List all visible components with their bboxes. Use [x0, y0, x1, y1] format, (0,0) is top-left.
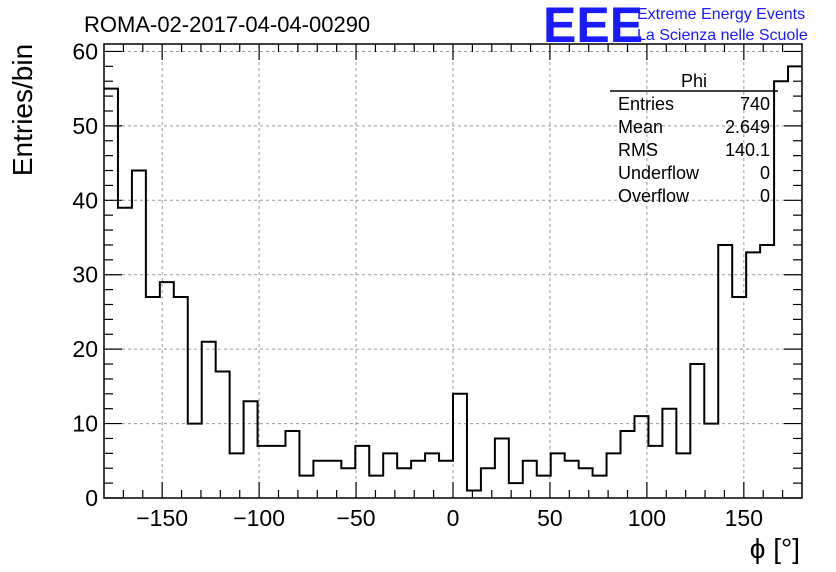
histogram-bin	[704, 424, 718, 498]
histogram-bin	[495, 438, 509, 498]
histogram-bin	[174, 297, 188, 498]
histogram-bin	[593, 476, 607, 498]
stats-value-underflow: 0	[760, 163, 770, 183]
histogram-bin	[690, 364, 704, 498]
histogram-bin	[132, 171, 146, 498]
y-tick-label: 60	[72, 38, 98, 64]
histogram-bin	[634, 416, 648, 498]
histogram-bin	[104, 89, 118, 498]
stats-value-mean: 2.649	[725, 117, 770, 137]
histogram-bin	[146, 297, 160, 498]
histogram-bins	[104, 66, 802, 498]
histogram-bin	[369, 476, 383, 498]
histogram-outline	[104, 65, 802, 492]
stats-value-entries: 740	[740, 94, 770, 114]
histogram-bin	[732, 297, 746, 498]
x-tick-label: 0	[447, 505, 460, 531]
stats-label-underflow: Underflow	[618, 163, 700, 183]
histogram-bin	[774, 81, 788, 498]
histogram-bin	[621, 431, 635, 498]
histogram-bin	[537, 476, 551, 498]
histogram-bin	[551, 453, 565, 498]
histogram-bin	[118, 208, 132, 498]
chart-title: ROMA-02-2017-04-04-00290	[84, 12, 370, 37]
histogram-bin	[662, 409, 676, 498]
histogram-bin	[467, 491, 481, 498]
histogram-bin	[355, 446, 369, 498]
x-tick-label: −150	[136, 505, 188, 531]
histogram-bin	[299, 476, 313, 498]
histogram-bin	[285, 431, 299, 498]
histogram-bin	[258, 446, 272, 498]
stats-box: Phi Entries 740 Mean 2.649 RMS 140.1 Und…	[610, 71, 778, 206]
plot-frame	[103, 43, 803, 499]
x-tick-label: −50	[337, 505, 376, 531]
histogram-bin	[676, 453, 690, 498]
histogram-bin	[188, 424, 202, 498]
y-tick-label: 0	[85, 485, 98, 511]
stats-title: Phi	[681, 71, 707, 91]
stats-label-overflow: Overflow	[618, 186, 690, 206]
histogram-bin	[788, 66, 802, 498]
y-tick-label: 40	[72, 187, 98, 213]
histogram-bin	[216, 371, 230, 498]
histogram-bin	[746, 252, 760, 498]
histogram-bin	[160, 282, 174, 498]
histogram-bin	[579, 468, 593, 498]
histogram-bin	[313, 461, 327, 498]
histogram-bin	[509, 483, 523, 498]
x-tick-label: 100	[628, 505, 666, 531]
y-tick-label: 30	[72, 262, 98, 288]
histogram-bin	[244, 401, 258, 498]
y-tick-label: 20	[72, 336, 98, 362]
y-axis-label: Entries/bin	[7, 44, 38, 176]
histogram-bin	[411, 461, 425, 498]
histogram-bin	[327, 461, 341, 498]
histogram-bin	[565, 461, 579, 498]
stats-value-rms: 140.1	[725, 140, 770, 160]
x-axis-label: ϕ [°]	[750, 533, 800, 564]
histogram-bin	[453, 394, 467, 498]
histogram-bin	[202, 342, 216, 498]
histogram-bin	[383, 453, 397, 498]
tick-labels: −150 −100 −50 0 50 100 150 0 10 20 30 40 50 60	[72, 38, 763, 531]
logo-line2: La Scienza nelle Scuole	[637, 27, 808, 44]
histogram-bin	[607, 453, 621, 498]
histogram-bin	[272, 446, 286, 498]
histogram-bin	[760, 245, 774, 498]
histogram-bin	[425, 453, 439, 498]
histogram-bin	[481, 468, 495, 498]
x-tick-label: −100	[233, 505, 285, 531]
x-tick-label: 50	[537, 505, 563, 531]
histogram-bin	[341, 468, 355, 498]
y-tick-label: 10	[72, 411, 98, 437]
stats-label-mean: Mean	[618, 117, 663, 137]
histogram-bin	[230, 453, 244, 498]
x-tick-label: 150	[725, 505, 763, 531]
axis-ticks	[104, 44, 802, 499]
y-tick-label: 50	[72, 113, 98, 139]
histogram-bin	[523, 461, 537, 498]
histogram-bin	[439, 461, 453, 498]
stats-value-overflow: 0	[760, 186, 770, 206]
histogram-bin	[648, 446, 662, 498]
histogram-bin	[397, 468, 411, 498]
histogram-bin	[718, 245, 732, 498]
logo-line1: Extreme Energy Events	[637, 6, 805, 23]
stats-label-entries: Entries	[618, 94, 674, 114]
eee-logo: EEE Extreme Energy Events La Scienza nel…	[543, 0, 808, 53]
stats-label-rms: RMS	[618, 140, 658, 160]
